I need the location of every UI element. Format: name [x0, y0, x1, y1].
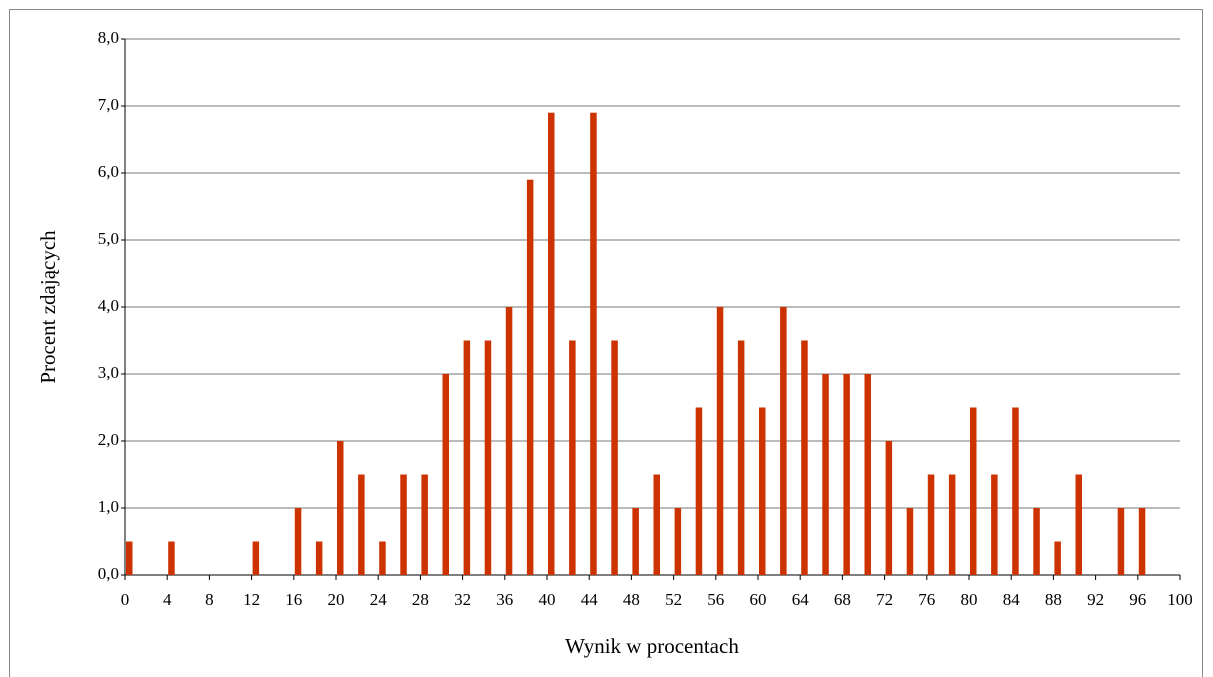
x-axis-title: Wynik w procentach: [565, 634, 739, 658]
bar: [1117, 508, 1125, 575]
x-tick-label: 92: [1087, 590, 1104, 609]
bar: [337, 441, 344, 575]
y-tick-label: 2,0: [98, 430, 119, 449]
x-tick-label: 8: [205, 590, 214, 609]
bar: [906, 508, 914, 575]
bar: [927, 474, 935, 575]
bar: [252, 541, 260, 575]
y-tick-label: 3,0: [98, 363, 119, 382]
bar: [379, 541, 386, 575]
x-tick-label: 16: [285, 590, 302, 609]
bar: [1075, 474, 1082, 575]
bar: [442, 374, 449, 575]
x-tick-label: 60: [750, 590, 767, 609]
y-tick-label: 8,0: [98, 28, 119, 47]
bar: [1138, 508, 1146, 575]
bar: [315, 541, 323, 575]
x-tick-label: 4: [163, 590, 172, 609]
frame: [9, 9, 1203, 677]
bar: [695, 407, 703, 575]
bar: [1033, 508, 1040, 575]
bar: [400, 474, 407, 575]
bar: [653, 474, 660, 575]
bar: [780, 307, 787, 575]
bar: [885, 441, 893, 575]
x-tick-label: 48: [623, 590, 640, 609]
bar: [991, 474, 998, 575]
x-tick-label: 88: [1045, 590, 1062, 609]
y-tick-label: 0,0: [98, 564, 119, 583]
bar: [759, 407, 766, 575]
bar: [674, 508, 682, 575]
bar: [548, 112, 555, 575]
x-tick-label: 64: [792, 590, 810, 609]
x-tick-label: 0: [121, 590, 130, 609]
bar: [822, 374, 829, 575]
x-tick-label: 76: [918, 590, 935, 609]
bar: [1054, 541, 1061, 575]
x-tick-label: 68: [834, 590, 851, 609]
bar: [569, 340, 576, 575]
y-tick-label: 5,0: [98, 229, 119, 248]
bar: [611, 340, 618, 575]
bar: [505, 307, 513, 575]
x-tick-label: 52: [665, 590, 682, 609]
x-tick-label: 40: [539, 590, 556, 609]
bar: [737, 340, 745, 575]
x-tick-label: 84: [1003, 590, 1021, 609]
bar: [294, 508, 302, 575]
x-tick-label: 24: [370, 590, 388, 609]
bar: [126, 541, 133, 575]
x-tick-label: 36: [496, 590, 513, 609]
x-tick-label: 100: [1167, 590, 1193, 609]
bar: [801, 340, 808, 575]
y-axis-title: Procent zdających: [36, 230, 60, 384]
bar: [716, 307, 724, 575]
bar: [948, 474, 956, 575]
bar: [843, 374, 850, 575]
bar: [463, 340, 471, 575]
y-tick-label: 6,0: [98, 162, 119, 181]
y-tick-label: 4,0: [98, 296, 119, 315]
bar: [421, 474, 428, 575]
bar: [590, 112, 597, 575]
x-tick-label: 12: [243, 590, 260, 609]
x-tick-label: 32: [454, 590, 471, 609]
bar: [1012, 407, 1019, 575]
bar: [970, 407, 977, 575]
x-tick-label: 96: [1129, 590, 1146, 609]
bar: [864, 374, 871, 575]
bar: [526, 179, 534, 575]
x-tick-label: 72: [876, 590, 893, 609]
bar: [632, 508, 639, 575]
bar: [484, 340, 492, 575]
x-tick-label: 44: [581, 590, 599, 609]
x-tick-label: 20: [328, 590, 345, 609]
y-tick-label: 7,0: [98, 95, 119, 114]
bar: [168, 541, 175, 575]
x-tick-label: 56: [707, 590, 724, 609]
x-tick-label: 28: [412, 590, 429, 609]
bar: [358, 474, 365, 575]
y-tick-label: 1,0: [98, 497, 119, 516]
x-tick-label: 80: [961, 590, 978, 609]
